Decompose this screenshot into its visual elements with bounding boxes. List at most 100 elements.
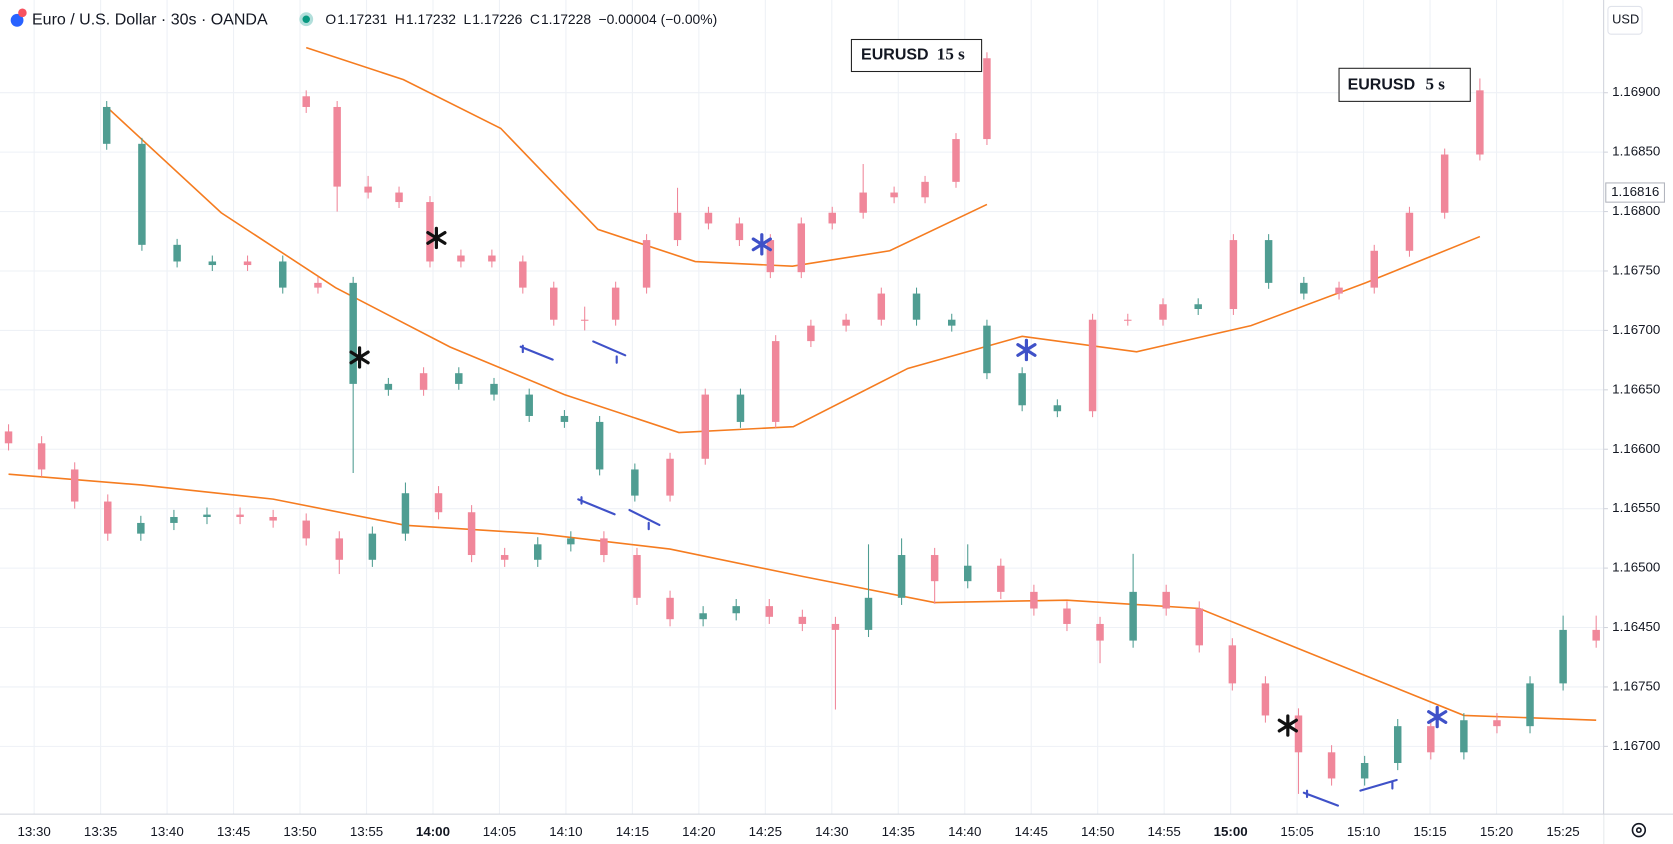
candle-body xyxy=(1526,683,1534,727)
y-tick-label: 1.16850 xyxy=(1612,144,1660,159)
candle-body xyxy=(766,240,775,273)
settings-gear[interactable] xyxy=(1635,827,1642,834)
candle-body xyxy=(877,293,886,320)
candle-body xyxy=(983,325,991,374)
candle-body xyxy=(1592,629,1600,641)
candle-body xyxy=(208,261,217,266)
candle-body xyxy=(137,522,145,534)
candle-body xyxy=(368,533,377,560)
candle-body xyxy=(102,106,111,144)
y-tick-label: 1.16550 xyxy=(1612,500,1660,515)
candle-body xyxy=(1360,763,1369,779)
candle-body xyxy=(673,212,682,241)
candle-body xyxy=(243,261,252,266)
ohlc-label: C xyxy=(530,11,540,27)
candle-body xyxy=(831,623,840,630)
candle-body xyxy=(1294,715,1303,753)
candle-body xyxy=(104,501,112,534)
candle-body xyxy=(1030,591,1038,609)
candle-body xyxy=(1063,608,1071,624)
candle-body xyxy=(349,282,357,384)
arrow xyxy=(519,344,554,361)
candle-series xyxy=(4,424,1600,794)
y-tick-label: 1.16450 xyxy=(1612,619,1660,634)
candle-body xyxy=(736,394,745,422)
candle-body xyxy=(1228,645,1237,684)
y-tick-label: 1.16500 xyxy=(1612,560,1660,575)
y-tick-label: 1.16750 xyxy=(1612,262,1660,277)
candle-body xyxy=(595,421,604,470)
currency-box[interactable] xyxy=(1607,5,1643,35)
candle-body xyxy=(4,431,13,444)
currency[interactable]: USD xyxy=(1612,12,1639,27)
candle-series xyxy=(102,78,1484,502)
x-tick-label: 14:35 xyxy=(882,824,915,839)
x-tick-label: 15:15 xyxy=(1413,824,1446,839)
candle-body xyxy=(1229,240,1238,310)
candle-body xyxy=(1476,90,1484,155)
x-tick-label: 14:05 xyxy=(483,824,516,839)
candle-body xyxy=(859,192,867,213)
candle-body xyxy=(1460,720,1468,753)
x-tick-label: 15:20 xyxy=(1480,824,1513,839)
candle-body xyxy=(1018,373,1026,406)
asterisk-black xyxy=(349,346,370,369)
plot xyxy=(4,46,1600,794)
settings-button[interactable] xyxy=(1631,822,1647,838)
asterisk xyxy=(349,226,1298,737)
candle-body xyxy=(890,192,898,198)
asterisk-blue xyxy=(751,233,772,256)
candle-body xyxy=(170,516,178,523)
candle-body xyxy=(701,394,709,459)
candle-body xyxy=(1124,319,1132,321)
last-price-box xyxy=(1605,182,1665,203)
candle-body xyxy=(1405,212,1414,251)
candle-body xyxy=(921,181,929,198)
candle-body xyxy=(1096,623,1104,641)
arrow xyxy=(592,340,627,364)
candle-body xyxy=(500,555,509,560)
candle-body xyxy=(401,493,410,534)
interval: 15 s xyxy=(937,44,965,63)
candle-body xyxy=(765,606,774,617)
arrow xyxy=(1302,789,1340,807)
header: Euro / U.S. Dollar · 30s · OANDA O 1.1723… xyxy=(10,8,717,29)
ohlc-label: L xyxy=(464,11,472,27)
settings-gear[interactable] xyxy=(1631,822,1647,838)
x-tick-label: 14:45 xyxy=(1015,824,1048,839)
asterisk-blue xyxy=(1016,338,1037,362)
candle-body xyxy=(395,192,403,203)
axis-labels: 1.16900 1.16850 1.16800 1.16750 1.16700 1.166… xyxy=(17,84,1665,839)
candle-body xyxy=(467,512,476,556)
candle-body xyxy=(930,555,939,582)
candle-body xyxy=(912,293,921,320)
candle-body xyxy=(560,415,569,422)
candle-body xyxy=(457,255,465,262)
candle-body xyxy=(1370,250,1378,288)
x-tick-label: 15:05 xyxy=(1280,824,1313,839)
x-tick-label: 13:30 xyxy=(17,824,50,839)
x-tick-label: 13:45 xyxy=(217,824,250,839)
currency-button[interactable]: USD xyxy=(1607,5,1643,35)
candle-body xyxy=(771,341,780,422)
y-tick-label: 1.16800 xyxy=(1612,203,1660,218)
x-tick-label: 15:10 xyxy=(1347,824,1380,839)
x-tick-label: 14:40 xyxy=(948,824,981,839)
symbol-icon xyxy=(18,8,27,18)
candle-body xyxy=(1427,726,1435,753)
candle-body xyxy=(488,255,496,262)
moving-average xyxy=(106,106,1481,434)
symbol-title: Euro / U.S. Dollar · 30s · OANDA xyxy=(32,12,268,29)
ohlc-label: H xyxy=(395,11,405,27)
asterisk-black xyxy=(1277,714,1298,737)
candle-body xyxy=(335,538,344,560)
x-tick-label: 14:15 xyxy=(616,824,649,839)
candle-body xyxy=(534,544,542,560)
x-tick-label: 14:50 xyxy=(1081,824,1114,839)
candle-body xyxy=(426,202,434,262)
y-tick-label: 1.16900 xyxy=(1612,84,1660,99)
candle-body xyxy=(798,616,807,624)
asterisk xyxy=(751,233,1448,729)
